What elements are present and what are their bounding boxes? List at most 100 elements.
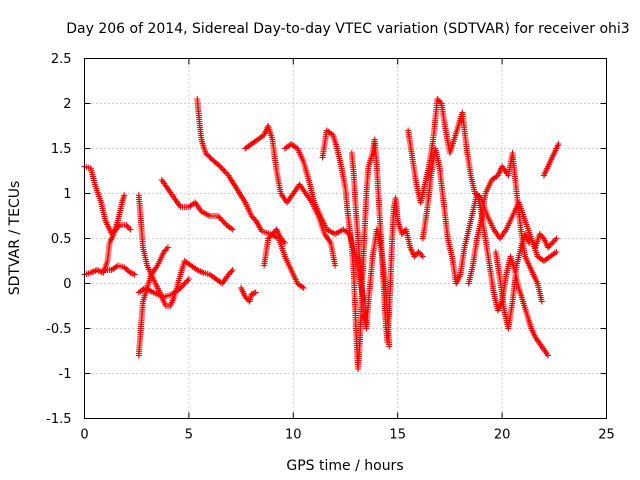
data-point (455, 282, 457, 285)
data-point (344, 188, 347, 190)
data-point (198, 120, 200, 123)
data-point (484, 192, 486, 195)
data-point (196, 269, 198, 271)
data-point (290, 143, 292, 145)
data-point (250, 293, 253, 295)
data-point (152, 278, 155, 280)
y-tick-label: -1.5 (46, 412, 71, 427)
data-point (361, 291, 363, 294)
data-point (430, 174, 432, 177)
data-point (173, 197, 175, 199)
data-point (150, 273, 152, 276)
data-point (476, 237, 478, 240)
data-point (555, 237, 557, 240)
data-point (284, 255, 286, 258)
data-point (179, 287, 182, 289)
data-point (376, 228, 378, 231)
data-point (536, 282, 539, 285)
data-point (420, 201, 422, 204)
data-point (275, 170, 278, 172)
data-point (359, 264, 361, 267)
data-point (520, 228, 522, 231)
data-point (503, 309, 505, 312)
data-point (461, 111, 464, 114)
series-markers (540, 141, 562, 179)
series-s20 (532, 231, 560, 251)
data-point (173, 296, 175, 298)
data-point (422, 255, 424, 258)
data-point (424, 183, 426, 186)
data-point (432, 138, 434, 141)
data-point (407, 129, 409, 132)
data-point (353, 273, 355, 276)
data-point (453, 138, 455, 141)
data-point (476, 192, 478, 195)
data-point (445, 129, 447, 132)
data-point (457, 125, 459, 127)
data-point (507, 174, 509, 177)
data-point (263, 134, 265, 136)
data-point (267, 125, 269, 127)
data-point (146, 264, 148, 267)
data-point (376, 165, 378, 168)
y-tick-label: 2 (63, 97, 71, 112)
data-point (524, 255, 526, 258)
data-point (511, 152, 514, 154)
series-s7 (158, 177, 236, 233)
data-point (324, 233, 326, 235)
data-point (303, 161, 305, 163)
data-point (528, 242, 530, 244)
data-point (520, 246, 522, 249)
data-point (526, 314, 528, 316)
data-point (367, 165, 370, 168)
data-point (129, 228, 132, 231)
data-point (100, 201, 102, 204)
y-tick-label: -0.5 (46, 322, 71, 337)
data-point (163, 296, 165, 298)
data-point (363, 237, 365, 240)
data-point (200, 138, 203, 141)
data-point (240, 287, 242, 289)
data-point (522, 300, 524, 303)
y-tick-label: 0.5 (51, 232, 72, 247)
data-point (280, 237, 282, 240)
series-s9 (238, 285, 259, 305)
data-point (125, 224, 127, 226)
data-point (227, 174, 230, 177)
y-tick-label: 2.5 (51, 52, 72, 67)
data-point (138, 354, 140, 357)
data-point (397, 219, 399, 222)
data-point (138, 291, 140, 294)
data-point (90, 167, 92, 169)
data-point (142, 300, 144, 303)
data-point (532, 273, 535, 276)
data-point (547, 246, 549, 249)
data-point (257, 138, 259, 141)
data-point (436, 98, 438, 100)
data-point (165, 305, 167, 307)
grid-lines (84, 58, 607, 419)
data-point (309, 183, 311, 186)
data-point (357, 368, 359, 370)
series-s8 (194, 96, 307, 291)
data-point (536, 255, 539, 258)
data-point (219, 165, 221, 168)
data-point (434, 147, 436, 150)
data-point (551, 242, 553, 244)
data-point (188, 206, 190, 208)
series-s3 (102, 262, 138, 278)
data-point (497, 174, 499, 177)
data-point (298, 183, 301, 186)
data-point (428, 165, 430, 168)
data-point (401, 233, 403, 235)
data-point (334, 264, 336, 267)
data-point (449, 152, 451, 154)
data-point (104, 269, 106, 271)
data-point (144, 287, 146, 289)
data-point (261, 230, 263, 232)
data-point (156, 264, 159, 267)
data-point (284, 242, 286, 244)
data-point (495, 251, 497, 253)
data-point (121, 201, 123, 204)
data-point (367, 300, 370, 303)
